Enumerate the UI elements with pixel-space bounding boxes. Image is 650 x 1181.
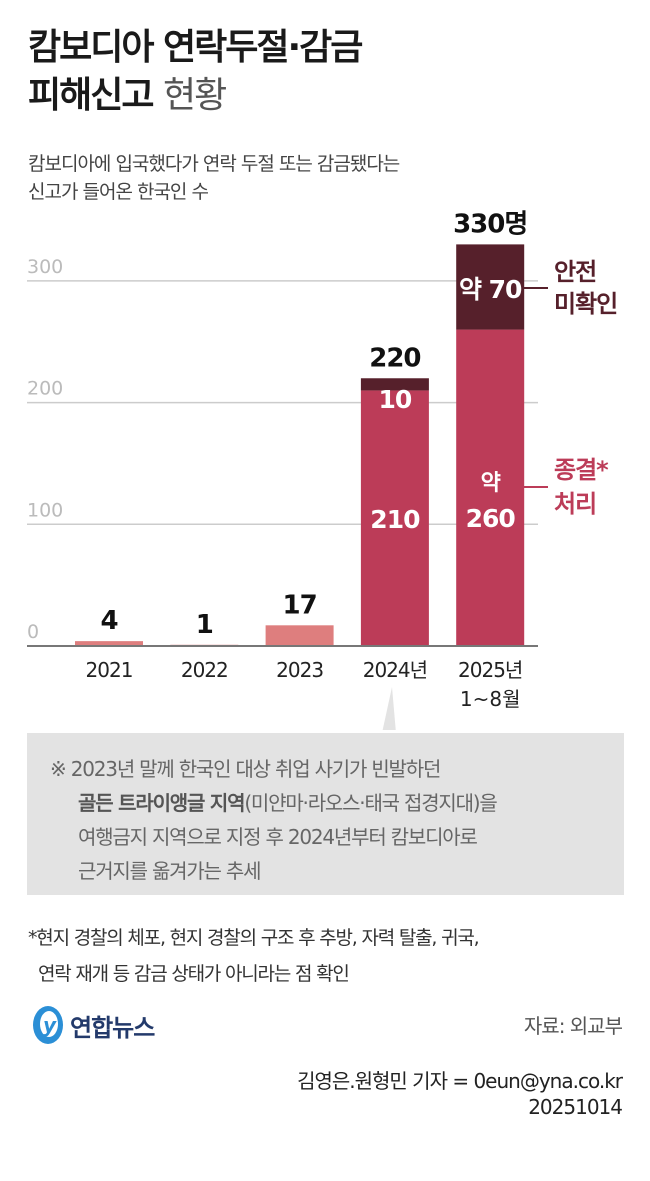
- legend-unconfirmed: 안전: [554, 258, 596, 286]
- y-tick-label: 0: [27, 621, 39, 643]
- y-tick-label: 100: [27, 499, 63, 521]
- bar: [75, 641, 143, 646]
- y-tick-label: 200: [27, 378, 63, 400]
- y-tick-label: 300: [27, 256, 63, 278]
- footnote: *현지 경찰의 체포, 현지 경찰의 구조 후 추방, 자력 탈출, 귀국, 연…: [28, 920, 480, 992]
- credit: 김영은.원형민 기자 = 0eun@yna.co.kr 20251014: [297, 1068, 623, 1120]
- bar-segment-closed: [456, 329, 525, 646]
- title-line2: 피해신고 현황: [28, 72, 361, 120]
- note: ※ 2023년 말께 한국인 대상 취업 사기가 빈발하던 골든 트라이앵글 지…: [50, 752, 498, 888]
- subtitle-line2: 신고가 들어온 한국인 수: [28, 181, 209, 203]
- logo-text: 연합뉴스: [70, 1013, 155, 1042]
- page-title: 캄보디아 연락두절·감금 피해신고 현황: [28, 24, 363, 120]
- note-line2: 골든 트라이앵글 지역(미얀마·라오스·태국 접경지대)을: [50, 786, 498, 820]
- yonhap-logo: y 연합뉴스: [30, 1005, 155, 1045]
- credit-line: 김영은.원형민 기자 = 0eun@yna.co.kr: [297, 1069, 623, 1093]
- total-label: 4: [100, 606, 117, 636]
- subtitle-line1: 캄보디아에 입국했다가 연락 두절 또는 감금됐다는: [28, 153, 400, 175]
- total-label: 330명: [453, 209, 527, 239]
- bar: [265, 625, 334, 646]
- title-bold: 피해신고: [28, 75, 154, 116]
- date: 20251014: [528, 1095, 623, 1119]
- yonhap-logo-icon: y: [33, 1006, 63, 1044]
- bar-segment-unconfirmed: [360, 378, 429, 391]
- legend-unconfirmed: 미확인: [554, 290, 617, 318]
- footnote-line2: 연락 재개 등 감금 상태가 아니라는 점 확인: [38, 963, 350, 985]
- x-tick-label: 2022: [181, 658, 228, 682]
- bar-segment-closed: [360, 390, 429, 646]
- svg-text:y: y: [43, 1013, 57, 1037]
- segment-label: 10: [379, 385, 412, 414]
- note-box: [27, 733, 624, 895]
- total-label: 17: [283, 590, 317, 620]
- x-tick-label: 2023: [276, 658, 323, 682]
- note-line3: 여행금지 지역으로 지정 후 2024년부터 캄보디아로: [78, 825, 478, 849]
- note-pointer: [382, 687, 396, 730]
- note-line2-rest: (미얀마·라오스·태국 접경지대)을: [244, 791, 497, 815]
- footnote-line1: *현지 경찰의 체포, 현지 경찰의 구조 후 추방, 자력 탈출, 귀국,: [28, 927, 480, 949]
- total-label: 220: [369, 343, 420, 373]
- legend-closed: 처리: [554, 490, 596, 518]
- note-line2-bold: 골든 트라이앵글 지역: [78, 791, 246, 815]
- title-light: 현황: [163, 75, 227, 116]
- legend-closed: 종결*: [554, 456, 609, 484]
- note-line1: ※ 2023년 말께 한국인 대상 취업 사기가 빈발하던: [50, 757, 441, 781]
- note-line4: 근거지를 옮겨가는 추세: [78, 859, 262, 883]
- title-line1: 캄보디아 연락두절·감금: [28, 27, 363, 68]
- x-tick-label: 2021: [86, 658, 133, 682]
- source: 자료: 외교부: [523, 1014, 623, 1038]
- x-tick-label: 2025년: [458, 658, 522, 682]
- bar-chart: 0 100 200 300 4 2021 1 2022 17 2023 220 2024년 330명 20…: [27, 209, 618, 730]
- segment-label: 210: [370, 505, 420, 534]
- subtitle: 캄보디아에 입국했다가 연락 두절 또는 감금됐다는 신고가 들어온 한국인 수: [28, 150, 400, 206]
- segment-label: 260: [466, 504, 516, 533]
- bar-segment-unconfirmed: [456, 244, 525, 330]
- total-label: 1: [196, 610, 213, 640]
- x-tick-label: 2024년: [363, 658, 427, 682]
- x-tick-sublabel: 1~8월: [460, 687, 521, 711]
- segment-label: 약: [481, 471, 501, 496]
- segment-label: 약 70: [459, 275, 522, 304]
